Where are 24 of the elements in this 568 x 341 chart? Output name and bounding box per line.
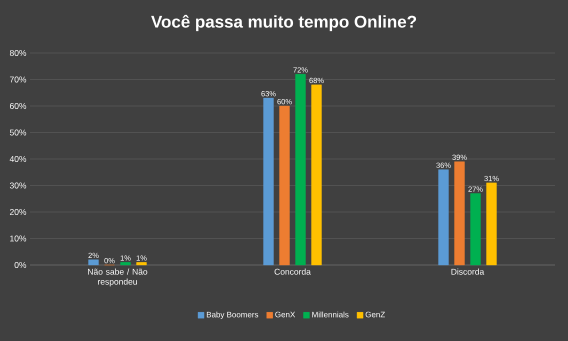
bar xyxy=(120,262,131,266)
x-tick-label: Concorda xyxy=(274,268,311,275)
bar xyxy=(311,84,322,266)
y-tick-label: 30% xyxy=(10,182,26,188)
bar xyxy=(136,262,147,266)
chart-title: Você passa muito tempo Online? xyxy=(151,14,416,32)
bar xyxy=(263,98,274,266)
bar xyxy=(438,169,449,266)
y-tick-label: 80% xyxy=(10,50,26,56)
bar xyxy=(470,193,481,266)
bar xyxy=(295,74,306,266)
y-tick-label: 0% xyxy=(14,262,26,268)
bar xyxy=(486,182,497,266)
bar xyxy=(279,106,290,266)
y-tick-label: 70% xyxy=(10,76,26,82)
x-tick-label: Não sabe / Não respondeu xyxy=(88,268,148,286)
bar xyxy=(454,161,465,266)
y-tick-label: 10% xyxy=(10,236,26,242)
y-tick-label: 20% xyxy=(10,209,26,215)
x-tick-label: Discorda xyxy=(451,268,484,275)
bar xyxy=(88,260,99,266)
y-tick-label: 60% xyxy=(10,103,26,109)
y-tick-label: 50% xyxy=(10,130,26,136)
y-tick-label: 40% xyxy=(10,156,26,162)
